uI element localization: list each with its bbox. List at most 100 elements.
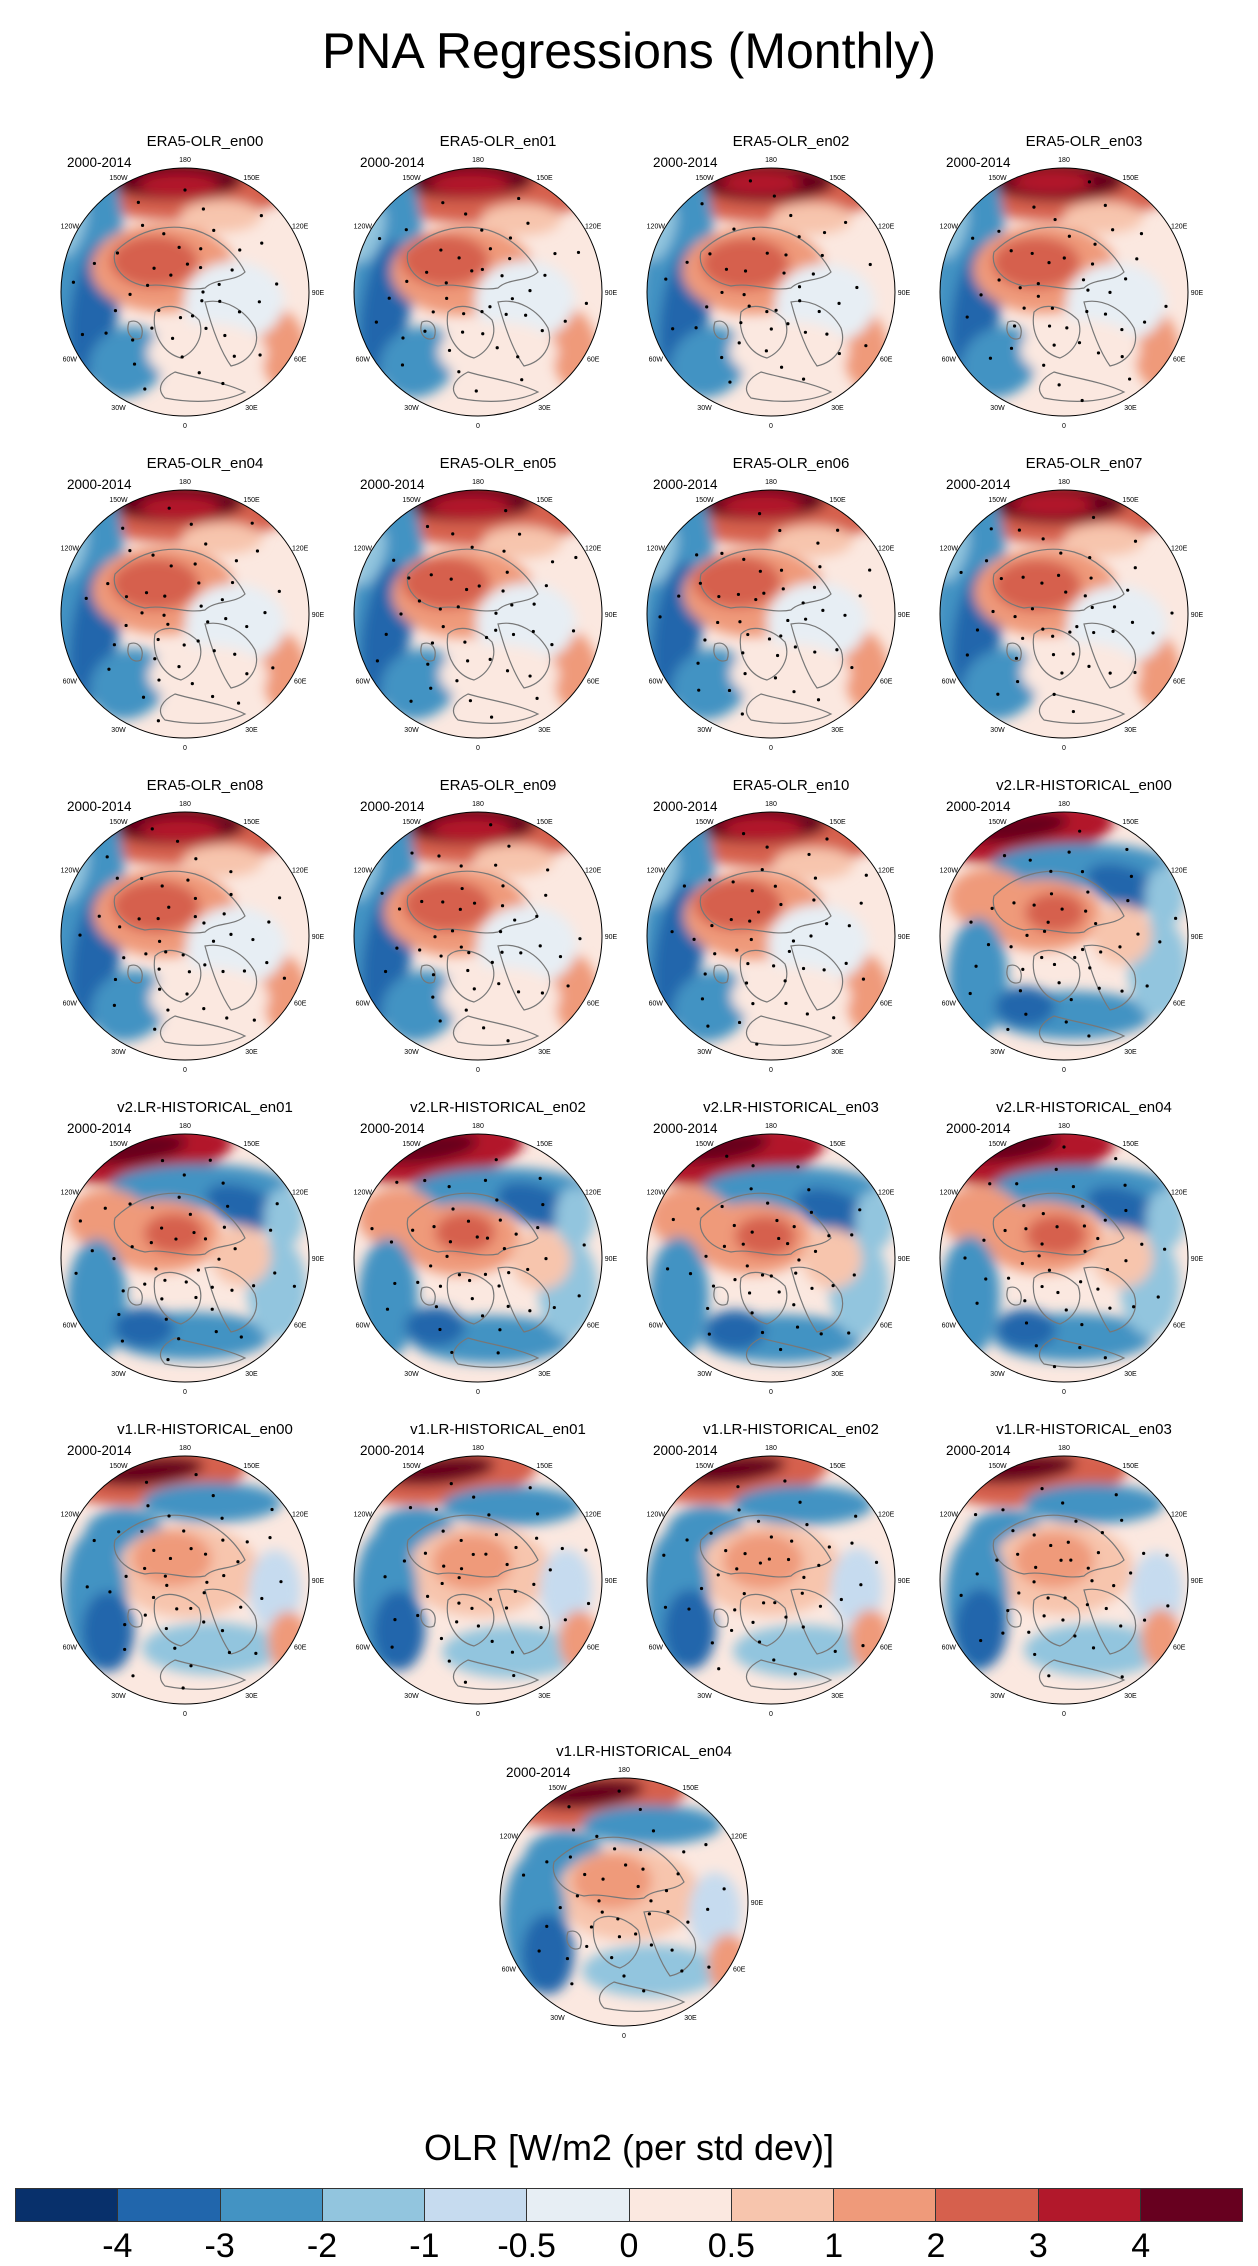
significance-stipple <box>169 273 173 277</box>
significance-stipple <box>383 1575 387 1579</box>
significance-stipple <box>982 1238 986 1242</box>
panel-period-label: 2000-2014 <box>360 155 425 170</box>
significance-stipple <box>798 299 802 303</box>
significance-stipple <box>252 1284 256 1288</box>
olr-anomaly-region <box>960 326 1039 398</box>
significance-stipple <box>1071 652 1075 656</box>
significance-stipple <box>206 620 210 624</box>
significance-stipple <box>115 876 119 880</box>
panel-period-label: 2000-2014 <box>653 799 718 814</box>
longitude-label: 120W <box>940 1512 959 1519</box>
significance-stipple <box>121 526 125 530</box>
longitude-label: 150W <box>988 819 1007 826</box>
significance-stipple <box>545 1924 549 1928</box>
significance-stipple <box>541 1202 545 1207</box>
longitude-label: 120W <box>354 868 373 875</box>
colorbar-tick-label: 2 <box>926 2227 946 2265</box>
significance-stipple <box>773 884 777 888</box>
significance-stipple <box>260 241 264 245</box>
significance-stipple <box>112 643 116 647</box>
significance-stipple <box>578 937 582 941</box>
olr-anomaly-region <box>432 1534 512 1590</box>
olr-anomaly-region <box>110 235 198 288</box>
significance-stipple <box>204 326 208 330</box>
significance-stipple <box>455 1620 459 1624</box>
significance-stipple <box>999 576 1003 581</box>
significance-stipple <box>145 283 150 288</box>
significance-stipple <box>802 1575 806 1580</box>
coastline <box>746 371 833 402</box>
significance-stipple <box>1086 890 1090 894</box>
olr-anomaly-region <box>432 817 512 841</box>
significance-stipple <box>466 659 470 663</box>
longitude-label: 60W <box>649 1645 664 1652</box>
significance-stipple <box>165 1583 169 1587</box>
colorbar-swatch <box>220 2189 323 2221</box>
significance-stipple <box>979 293 983 297</box>
longitude-label: 90E <box>605 290 618 297</box>
significance-stipple <box>733 1608 737 1612</box>
significance-stipple <box>112 1003 116 1007</box>
significance-stipple <box>90 1249 94 1253</box>
significance-stipple <box>1142 1551 1146 1555</box>
significance-stipple <box>1087 1034 1091 1038</box>
significance-stipple <box>975 628 980 632</box>
longitude-label: 60E <box>294 1645 307 1652</box>
coastline <box>160 371 247 402</box>
significance-stipple <box>777 1290 781 1294</box>
significance-stipple <box>488 305 492 309</box>
significance-stipple <box>1020 1261 1024 1266</box>
olr-anomaly-region <box>88 326 166 398</box>
significance-stipple <box>104 331 108 335</box>
significance-stipple <box>408 1505 413 1510</box>
significance-stipple <box>467 1278 472 1283</box>
significance-stipple <box>1108 1306 1112 1310</box>
significance-stipple <box>1062 256 1066 260</box>
significance-stipple <box>779 634 783 638</box>
significance-stipple <box>401 336 405 340</box>
significance-stipple <box>1024 1321 1029 1325</box>
longitude-label: 150E <box>536 1463 553 1470</box>
significance-stipple <box>222 912 226 916</box>
longitude-label: 30E <box>245 405 258 412</box>
significance-stipple <box>751 1002 755 1006</box>
significance-stipple <box>488 247 493 251</box>
polar-stereographic-map: 180150E120E90E60E30E030W60W90W120W150W <box>60 479 325 752</box>
olr-anomaly-region <box>723 1533 803 1589</box>
significance-stipple <box>550 560 555 564</box>
significance-stipple <box>827 1234 831 1238</box>
longitude-label: 30W <box>990 1049 1005 1056</box>
longitude-label: 150W <box>695 1141 714 1148</box>
olr-anomaly-region <box>768 904 868 985</box>
panel-title: ERA5-OLR_en01 <box>439 133 557 150</box>
colorbar-swatch <box>16 2189 119 2221</box>
significance-stipple <box>202 1007 206 1011</box>
coastline <box>599 1981 686 2012</box>
longitude-label: 150W <box>548 1785 567 1792</box>
significance-stipple <box>789 213 793 218</box>
coastline <box>713 964 729 984</box>
significance-stipple <box>700 202 704 206</box>
longitude-label: 90E <box>605 1256 618 1263</box>
significance-stipple <box>263 611 267 615</box>
significance-stipple <box>202 921 206 925</box>
significance-stipple <box>786 1241 790 1246</box>
significance-stipple <box>200 299 204 303</box>
significance-stipple <box>445 1254 449 1258</box>
map-boundary <box>353 1133 603 1383</box>
significance-stipple <box>117 1312 121 1317</box>
significance-stipple <box>163 594 167 598</box>
longitude-label: 90E <box>312 934 325 941</box>
significance-stipple <box>489 823 493 827</box>
significance-stipple <box>1055 1225 1059 1229</box>
significance-stipple <box>504 1606 509 1610</box>
colorbar <box>15 2188 1243 2222</box>
panel-title: v2.LR-HISTORICAL_en00 <box>996 777 1172 794</box>
significance-stipple <box>784 1615 788 1619</box>
significance-stipple <box>143 1613 147 1617</box>
significance-stipple <box>132 362 137 366</box>
longitude-label: 150E <box>829 175 846 182</box>
significance-stipple <box>1012 901 1016 905</box>
significance-stipple <box>821 608 825 612</box>
coastline <box>1006 320 1022 340</box>
